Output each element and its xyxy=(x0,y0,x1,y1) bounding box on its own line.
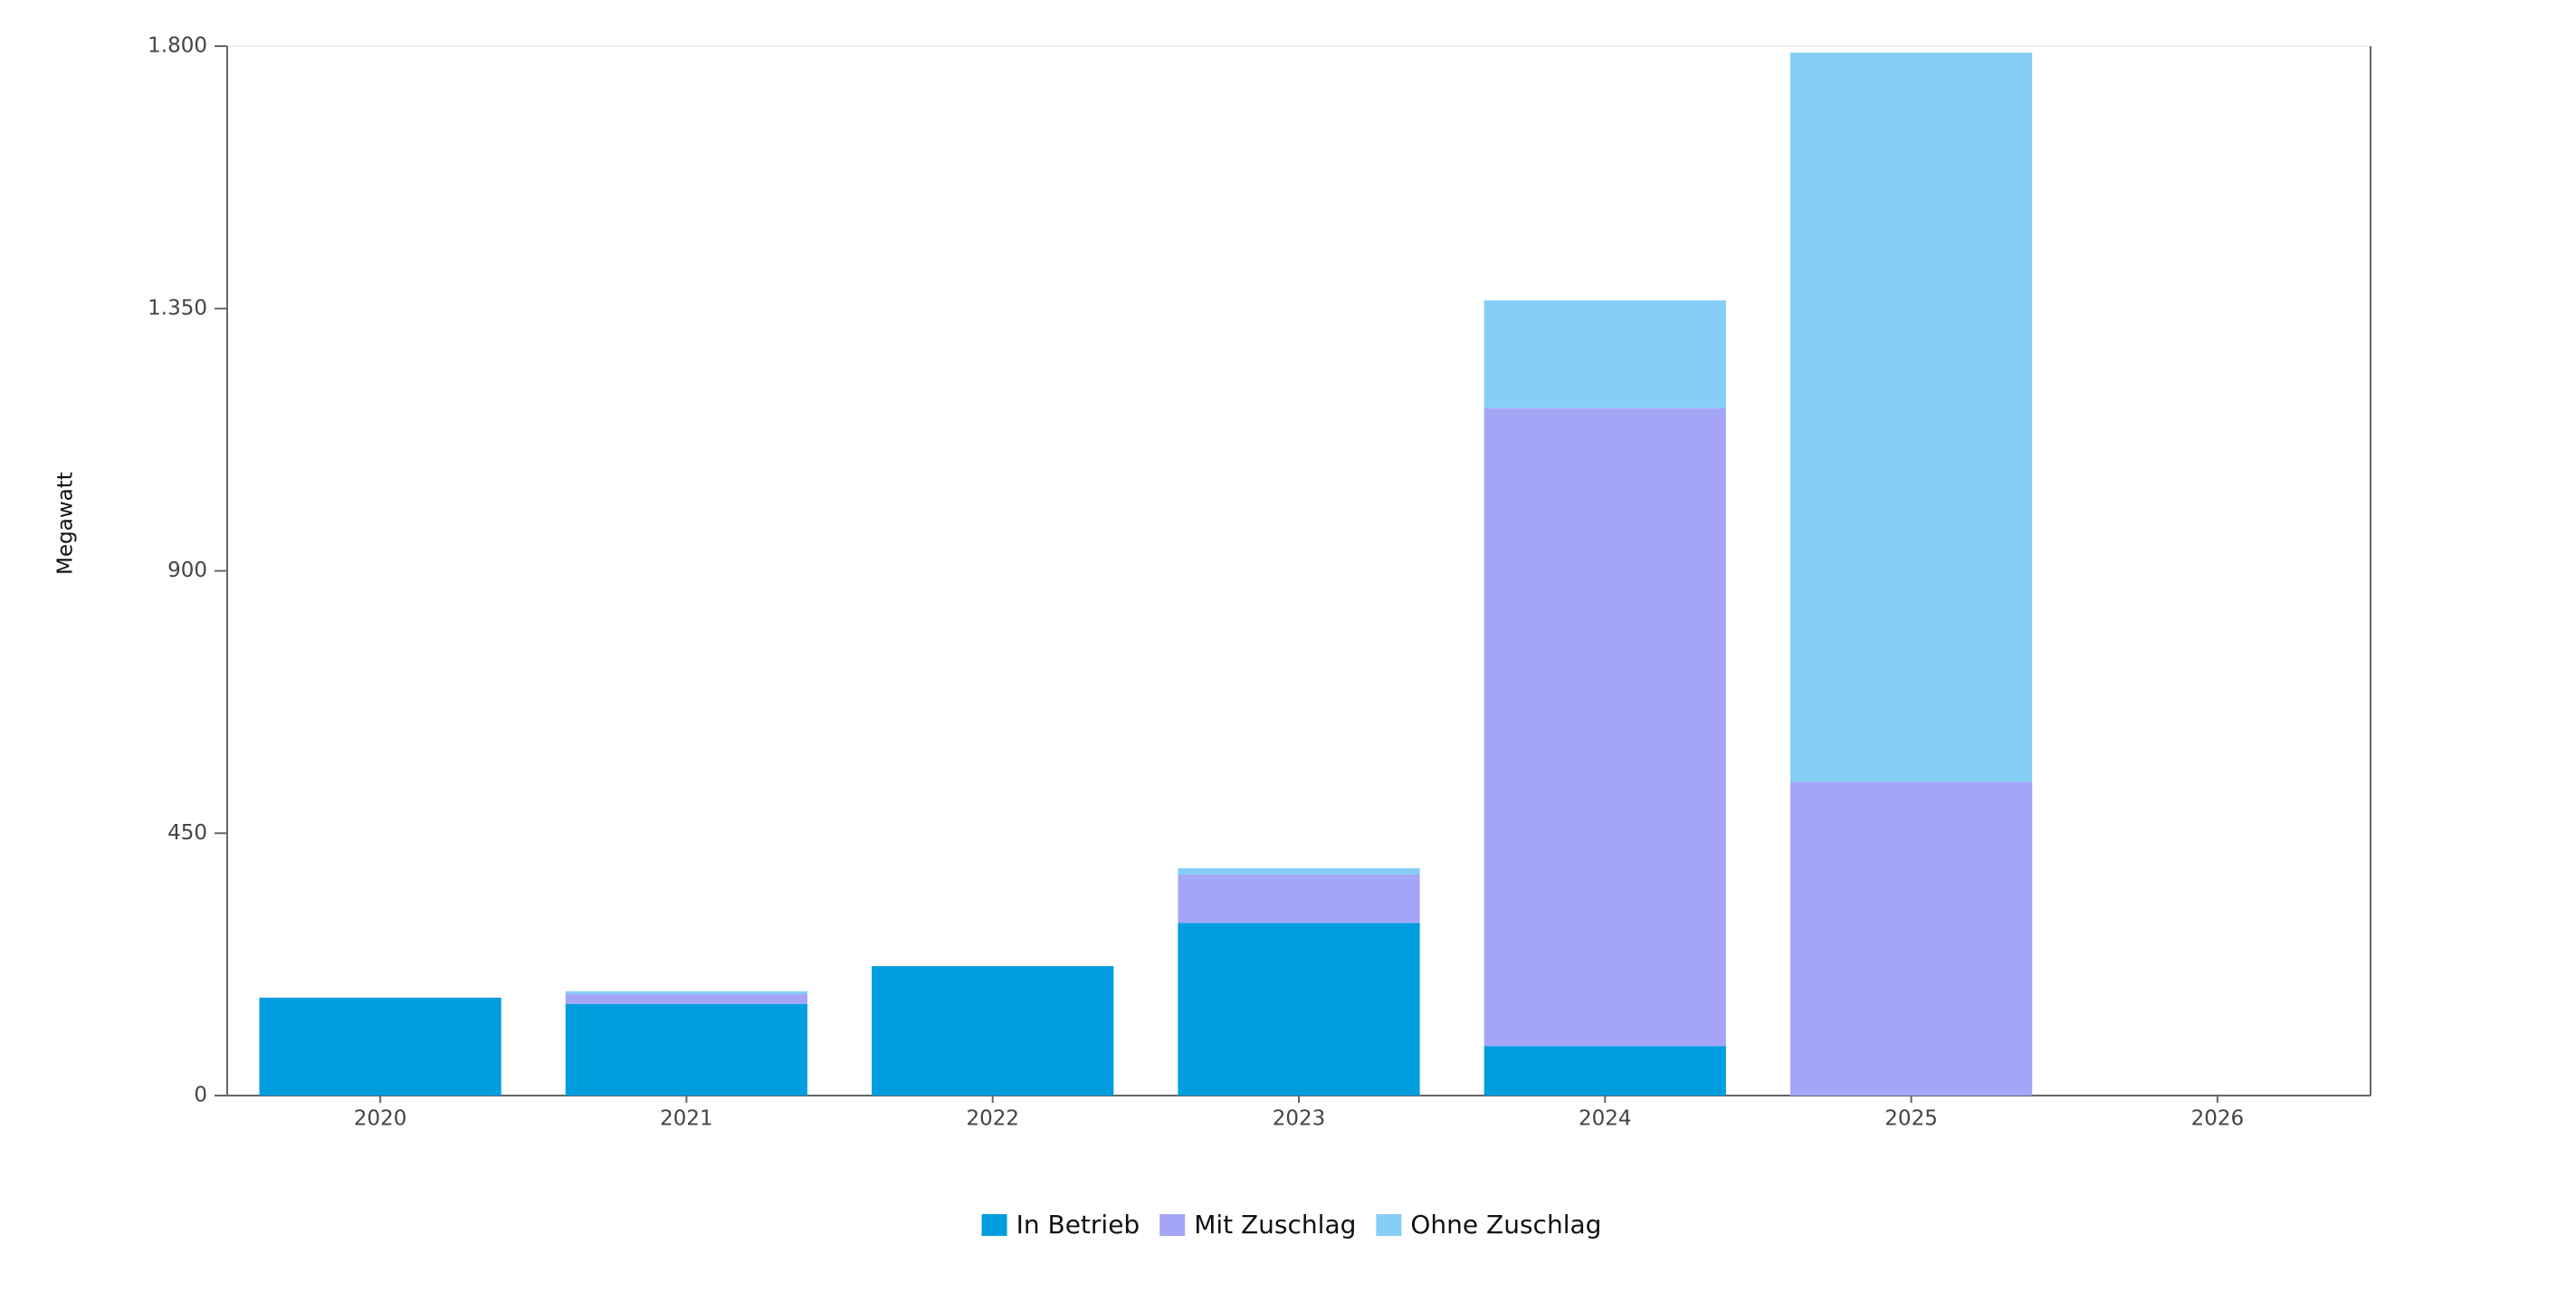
x-tick-label: 2023 xyxy=(1273,1107,1326,1131)
bar-segment xyxy=(565,1003,808,1096)
x-tick-label: 2025 xyxy=(1884,1107,1938,1131)
bar-segment xyxy=(1484,1046,1726,1096)
bar-segment xyxy=(1484,300,1726,408)
y-tick-label: 450 xyxy=(167,821,207,845)
legend-swatch xyxy=(1376,1214,1402,1236)
bar-segment xyxy=(565,993,808,1004)
x-tick-label: 2024 xyxy=(1579,1107,1632,1131)
x-tick-label: 2021 xyxy=(660,1107,713,1131)
y-axis-label: Megawatt xyxy=(54,472,78,575)
bar-segment xyxy=(1789,53,2033,782)
bar-segment xyxy=(1178,923,1420,1096)
y-tick-label: 0 xyxy=(194,1084,207,1107)
y-tick-label: 1.350 xyxy=(148,296,207,320)
legend-label: In Betrieb xyxy=(1016,1210,1140,1240)
bar-segment xyxy=(565,991,808,994)
bar-segment xyxy=(1178,867,1420,875)
bar-segment xyxy=(1178,874,1420,924)
legend-label: Ohne Zuschlag xyxy=(1410,1210,1601,1240)
y-tick-label: 900 xyxy=(167,559,207,582)
bar-segment xyxy=(872,966,1114,1096)
legend-label: Mit Zuschlag xyxy=(1194,1210,1356,1240)
bar-segment xyxy=(1484,407,1726,1047)
x-tick-label: 2020 xyxy=(354,1107,407,1131)
legend-swatch xyxy=(1159,1214,1186,1236)
legend-swatch xyxy=(981,1214,1007,1236)
bar-segment xyxy=(1789,781,2033,1096)
x-tick-label: 2026 xyxy=(2191,1107,2245,1131)
y-tick-label: 1.800 xyxy=(148,34,207,58)
x-tick-label: 2022 xyxy=(966,1107,1019,1131)
bar-segment xyxy=(259,997,501,1096)
